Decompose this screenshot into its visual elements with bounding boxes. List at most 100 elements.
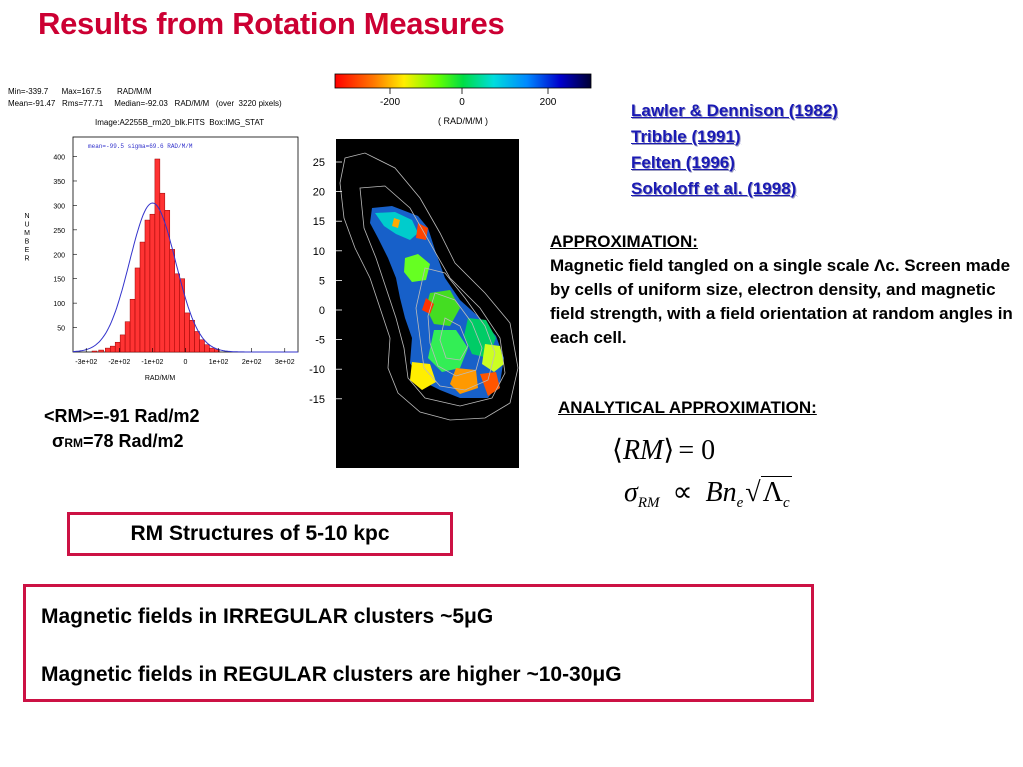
histogram-bar (98, 349, 104, 353)
histogram-bar (179, 278, 185, 353)
rm-map-contours (339, 152, 519, 421)
rm-map-x-tick-label: 0 (443, 419, 449, 431)
rm-map-y-tick-label: 15 (313, 216, 325, 228)
histogram-bar (129, 298, 136, 353)
regular-clusters-text: Magnetic fields in REGULAR clusters are … (41, 663, 622, 686)
histogram-stats-line2: Mean=-91.47 Rms=77.71 Median=-92.03 RAD/… (8, 99, 282, 108)
histogram-ylabel-letter: B (25, 239, 30, 246)
histogram-ylabel-letter: U (24, 222, 29, 229)
histogram-bar (169, 249, 175, 353)
irregular-clusters-text: Magnetic fields in IRREGULAR clusters ~5… (41, 605, 494, 628)
reference-item: Tribble (1991) (631, 127, 741, 146)
histogram-x-tick-label: -2e+02 (108, 359, 130, 366)
histogram-x-tick-label: 1e+02 (209, 359, 229, 366)
structures-text: RM Structures of 5-10 kpc (130, 522, 390, 545)
rm-map-y-tick-label: -10 (309, 364, 325, 376)
rm-map-y-tick-label: 5 (319, 275, 325, 287)
references-list: Lawler & Dennison (1982) Tribble (1991) … (631, 98, 838, 202)
histogram-bar (134, 267, 141, 353)
colorbar-tick-label: -200 (380, 97, 400, 108)
histogram-bar (214, 349, 220, 353)
histogram-x-tick-label: 2e+02 (242, 359, 262, 366)
rm-map-figure: -200 0 200 ( RAD/M/M ) 2520151050-5-10-15 … (309, 73, 592, 468)
formula-lambda: Λ (762, 477, 783, 508)
histogram-bar (124, 321, 131, 353)
histogram-ylabel-letter: E (25, 247, 30, 254)
histogram-inner-label: mean=-99.5 sigma=69.6 RAD/M/M (88, 143, 193, 150)
histogram-x-tick-label: -3e+02 (75, 359, 97, 366)
rm-statistics: <RM>=-91 Rad/m2 σRM=78 Rad/m2 (44, 404, 200, 456)
histogram-y-tick-label: 150 (53, 277, 65, 284)
rm-map-y-tick-label: 20 (313, 187, 325, 199)
histogram-y-tick-label: 200 (53, 252, 65, 259)
histogram-ylabel-letter: M (24, 230, 30, 237)
rm-histogram-chart: 400 350 300 250 200 150 100 50 -3e+02 -2e+02 -1e+… (24, 136, 299, 382)
formula-bn: Bn (705, 477, 737, 508)
rm-map-x-tick-label: -10 (504, 419, 520, 431)
rm-map-y-tick-label: 10 (313, 246, 325, 258)
histogram-bar (149, 213, 156, 353)
histogram-bar (189, 319, 195, 353)
formula-rm-symbol: RM (622, 435, 664, 466)
formula-mean-rm: ⟨RM⟩ = 0 (612, 435, 716, 466)
histogram-bar (204, 344, 210, 353)
histogram-xlabel: RAD/M/M (145, 375, 176, 382)
colorbar-ticks: -200 0 200 (380, 88, 557, 108)
histogram-y-tick-label: 350 (53, 179, 65, 186)
colorbar-tick-label: 0 (459, 97, 465, 108)
formula-proportional: ∝ (672, 477, 693, 508)
rm-map-y-tick-label: -5 (315, 335, 325, 347)
rm-mean: <RM>=-91 Rad/m2 (44, 406, 200, 426)
rm-map-x-tick-label: -5 (474, 419, 484, 431)
formula-ne-sub: e (736, 495, 744, 511)
colorbar-label: ( RAD/M/M ) (438, 116, 488, 126)
histogram-bar (144, 219, 151, 353)
histogram-bar (174, 273, 180, 353)
histogram-ylabel-letter: N (24, 213, 29, 220)
rm-sigma: σRM=78 Rad/m2 (52, 431, 184, 451)
histogram-y-tick-label: 250 (53, 228, 65, 235)
rm-map-y-tick-label: 0 (319, 305, 325, 317)
histogram-bar (105, 347, 111, 353)
rm-map-y-tick-label: 25 (313, 157, 325, 169)
histogram-y-tick-label: 400 (53, 155, 65, 162)
histogram-y-tick-label: 100 (53, 301, 65, 308)
formula-sigma-sub: RM (637, 495, 660, 511)
rm-map-xlabel: arcsec (411, 444, 440, 454)
rm-map-x-tick-label: 5 (411, 419, 417, 431)
magnetic-fields-box: Magnetic fields in IRREGULAR clusters ~5… (23, 584, 814, 702)
histogram-x-tick-label: 3e+02 (275, 359, 295, 366)
rm-map-x-tick-label: 15 (343, 419, 355, 431)
histogram-image-line: Image:A2255B_rm20_blk.FITS Box:IMG_STAT (95, 118, 265, 127)
histogram-bar (209, 347, 215, 353)
histogram-bar (194, 331, 200, 353)
histogram-bar (154, 158, 161, 353)
formula-sigma: σ (624, 477, 638, 508)
reference-item: Lawler & Dennison (1982) (631, 101, 838, 120)
histogram-bar (91, 350, 98, 353)
histogram-x-tick-label: 0 (184, 359, 188, 366)
histogram-bar (199, 339, 205, 353)
colorbar-tick-label: 200 (540, 97, 557, 108)
histogram-y-ticks: 400 350 300 250 200 150 100 50 (53, 155, 77, 333)
histogram-y-tick-label: 300 (53, 203, 65, 210)
approximation-heading: APPROXIMATION: (550, 232, 698, 251)
analytical-heading: ANALYTICAL APPROXIMATION: (558, 398, 817, 417)
reference-item: Sokoloff et al. (1998) (631, 179, 797, 198)
rm-map-x-tick-label: 10 (375, 419, 387, 431)
histogram-y-tick-label: 50 (57, 326, 65, 333)
formula-lambda-sub: c (782, 495, 790, 511)
histogram-stats-line1: Min=-339.7 Max=167.5 RAD/M/M (8, 87, 152, 96)
histogram-bar (119, 334, 126, 353)
formula-sigma-rm: σRM ∝ Bne√Λc (624, 476, 792, 511)
gaussian-fit-curve (72, 202, 298, 353)
histogram-x-tick-label: -1e+02 (141, 359, 163, 366)
reference-item: Felten (1996) (631, 153, 735, 172)
histogram-x-ticks: -3e+02 -2e+02 -1e+02 0 1e+02 2e+02 3e+02 (75, 348, 295, 366)
rm-colorbar (334, 73, 592, 89)
structures-box: RM Structures of 5-10 kpc (67, 512, 453, 556)
rm-map-y-ticks: 25 20 15 10 5 0 -5 -10 -15 (309, 157, 342, 406)
page-title: Results from Rotation Measures (38, 6, 505, 41)
histogram-ylabel-letter: R (24, 256, 29, 263)
